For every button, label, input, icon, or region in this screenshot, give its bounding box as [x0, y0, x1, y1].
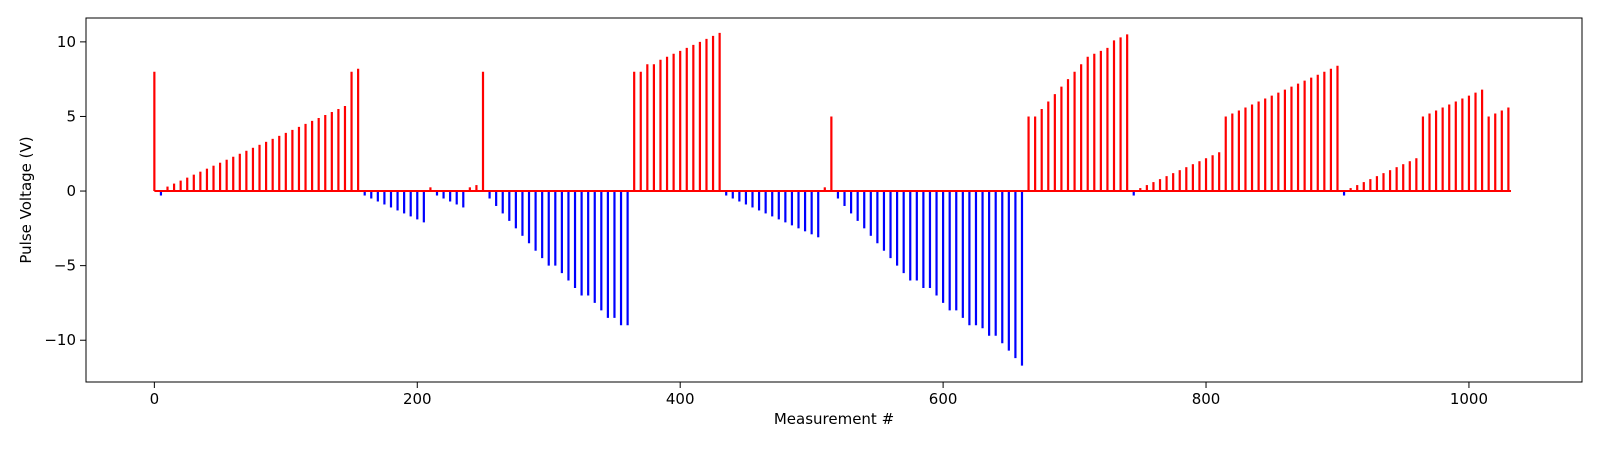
y-tick-label: 0 [66, 182, 76, 200]
plot-background [86, 18, 1582, 382]
y-tick-label: 5 [66, 107, 76, 125]
x-tick-label: 800 [1192, 390, 1221, 408]
x-tick-label: 400 [666, 390, 695, 408]
x-tick-label: 200 [403, 390, 432, 408]
x-tick-label: 0 [150, 390, 160, 408]
y-axis-label: Pulse Voltage (V) [17, 136, 35, 263]
x-tick-label: 600 [929, 390, 958, 408]
bar-series [153, 32, 1510, 366]
y-axis-ticks: −10 −5 0 5 10 [44, 33, 86, 349]
y-tick-label: −10 [44, 331, 76, 349]
x-axis-label: Measurement # [774, 410, 894, 428]
y-tick-label: 10 [57, 33, 76, 51]
y-tick-label: −5 [54, 257, 76, 275]
x-tick-label: 1000 [1450, 390, 1488, 408]
plot-frame [85, 17, 1583, 383]
x-axis-ticks: 0 200 400 600 800 1000 [150, 382, 1488, 408]
